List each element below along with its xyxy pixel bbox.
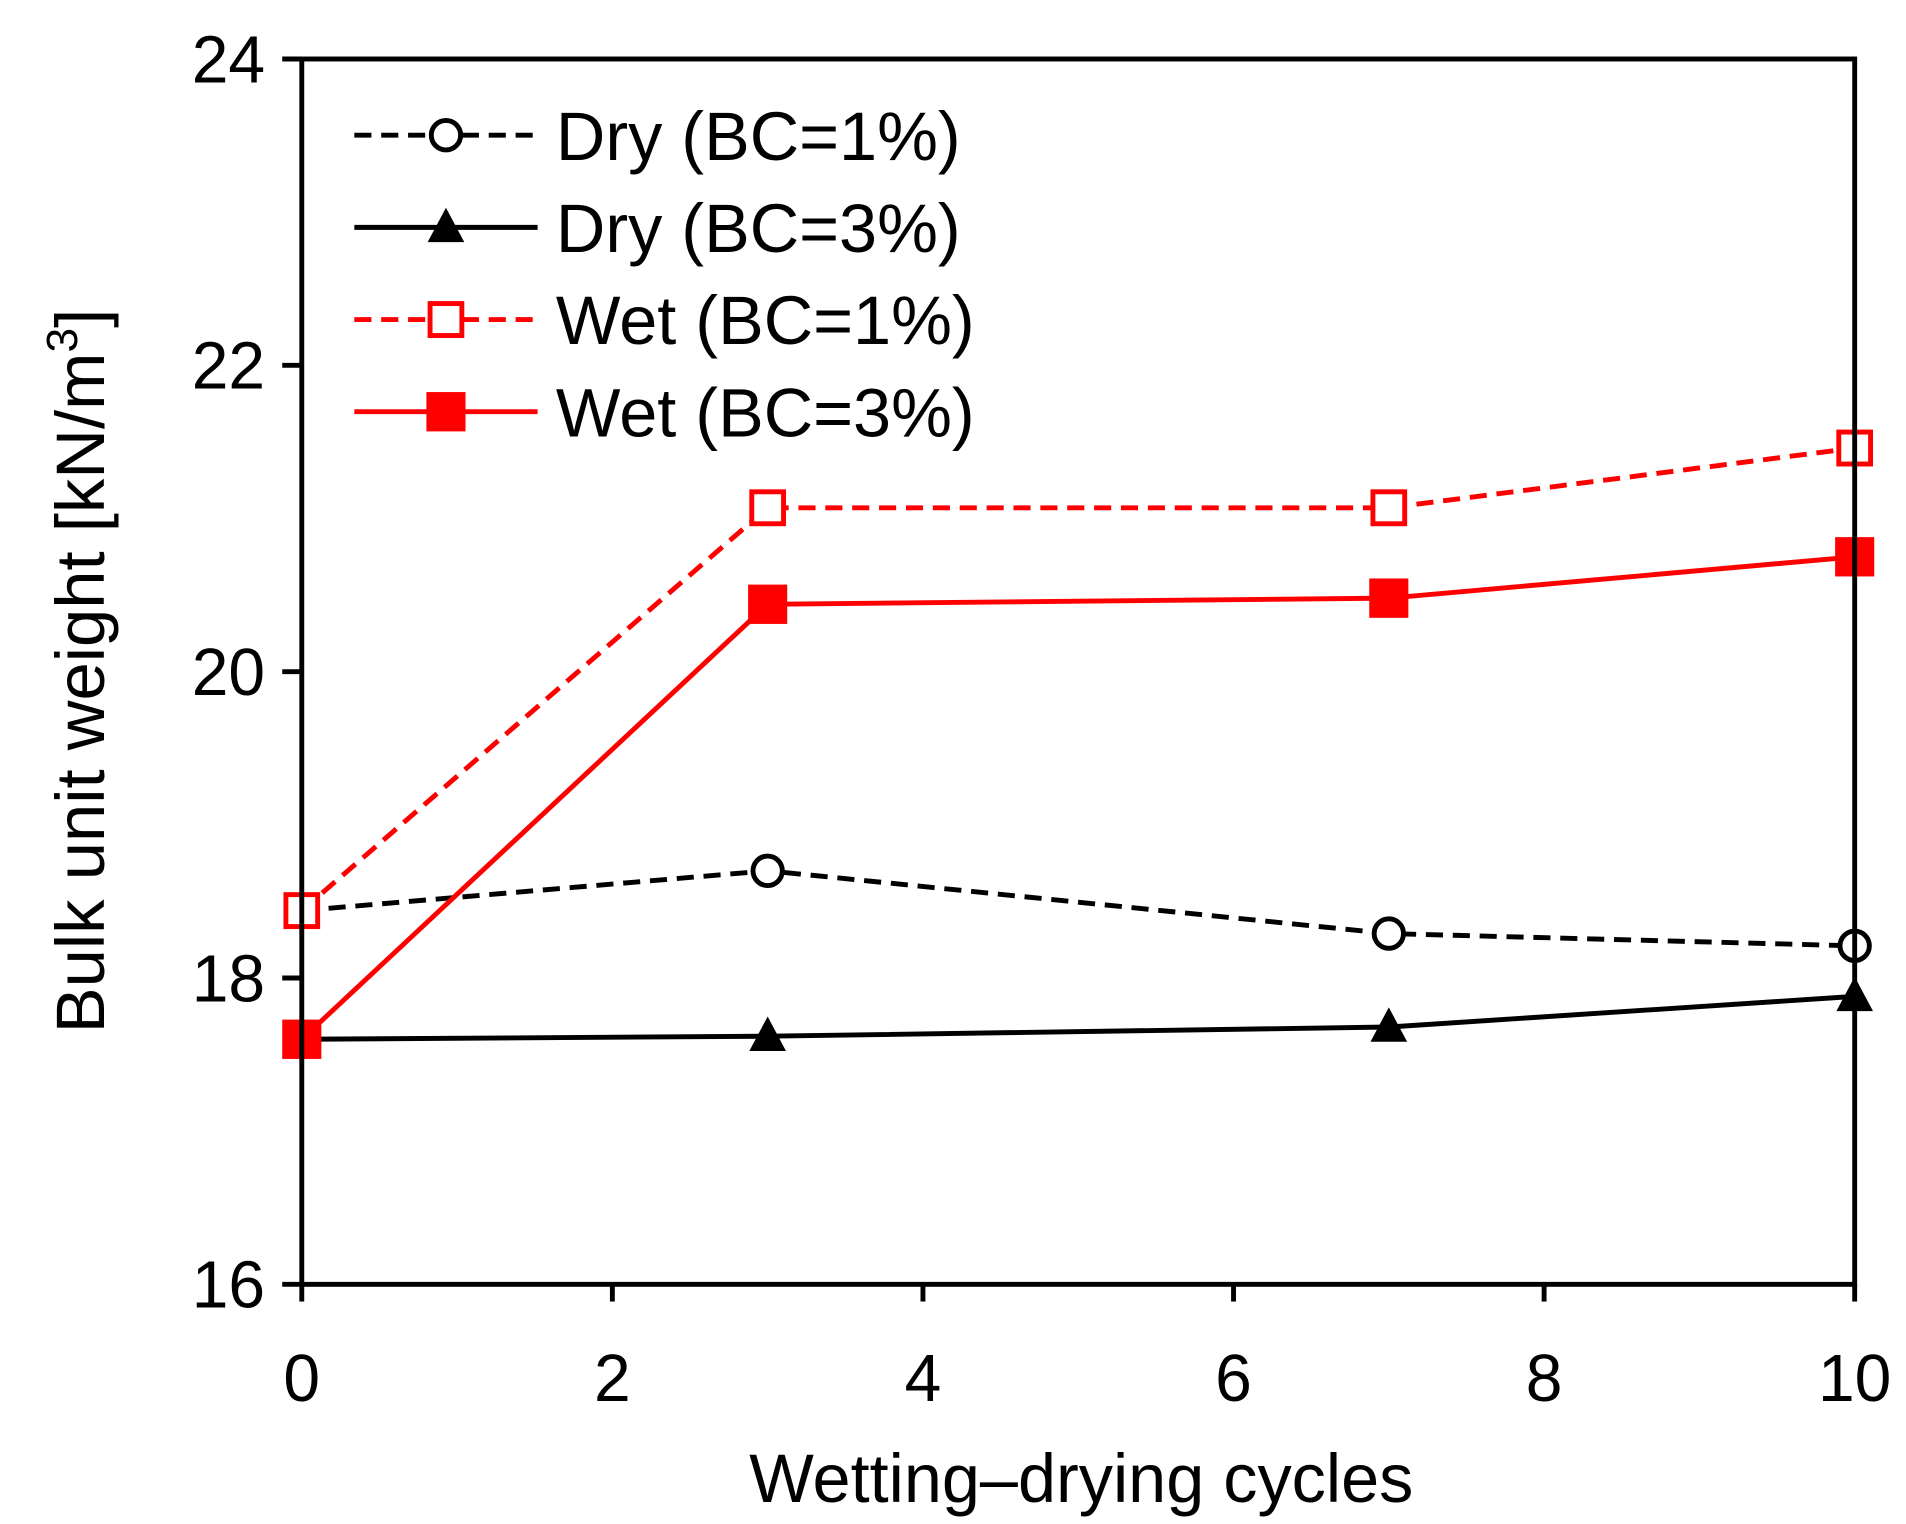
data-point-0-2 bbox=[1371, 916, 1406, 951]
data-point-3-1 bbox=[748, 584, 788, 624]
legend-label: Wet (BC=3%) bbox=[556, 374, 975, 451]
legend-marker bbox=[428, 117, 464, 153]
legend-marker bbox=[427, 301, 465, 338]
x-tick-label: 6 bbox=[1215, 1342, 1252, 1416]
data-point-1-2 bbox=[1370, 1007, 1408, 1042]
legend-marker bbox=[427, 207, 465, 243]
y-axis-label: Bulk unit weight [kN/m3] bbox=[38, 309, 119, 1033]
legend: Dry (BC=1%) Dry (BC=3%) Wet (BC=1%) Wet (BC… bbox=[354, 98, 975, 451]
y-tick-label: 20 bbox=[192, 636, 265, 710]
y-tick-label: 24 bbox=[192, 23, 265, 97]
y-tick-label: 22 bbox=[192, 330, 265, 404]
x-tick-label: 4 bbox=[905, 1342, 942, 1416]
series-line-0 bbox=[301, 868, 1855, 949]
plot-marks bbox=[282, 429, 1875, 1059]
x-axis-label: Wetting–drying cycles bbox=[749, 1440, 1413, 1517]
legend-marker bbox=[426, 392, 466, 432]
series-line-1 bbox=[301, 993, 1855, 1042]
data-point-2-1 bbox=[749, 489, 786, 527]
legend-label: Dry (BC=3%) bbox=[556, 190, 961, 267]
data-point-3-2 bbox=[1369, 578, 1409, 618]
data-point-0-1 bbox=[750, 853, 785, 888]
plot-frame bbox=[299, 56, 1858, 1287]
x-tick-label: 8 bbox=[1526, 1342, 1563, 1416]
data-point-2-2 bbox=[1370, 489, 1408, 527]
data-point-1-1 bbox=[749, 1016, 786, 1051]
series-line-2 bbox=[300, 445, 1855, 913]
y-tick-label: 16 bbox=[192, 1249, 265, 1323]
x-tick-label: 0 bbox=[283, 1342, 320, 1416]
legend-label: Wet (BC=1%) bbox=[556, 282, 975, 359]
x-tick-label: 2 bbox=[594, 1342, 631, 1416]
legend-label: Dry (BC=1%) bbox=[556, 98, 961, 175]
x-tick-label: 10 bbox=[1818, 1342, 1891, 1416]
y-tick-label: 18 bbox=[192, 942, 265, 1016]
series-line-3 bbox=[300, 554, 1855, 1042]
